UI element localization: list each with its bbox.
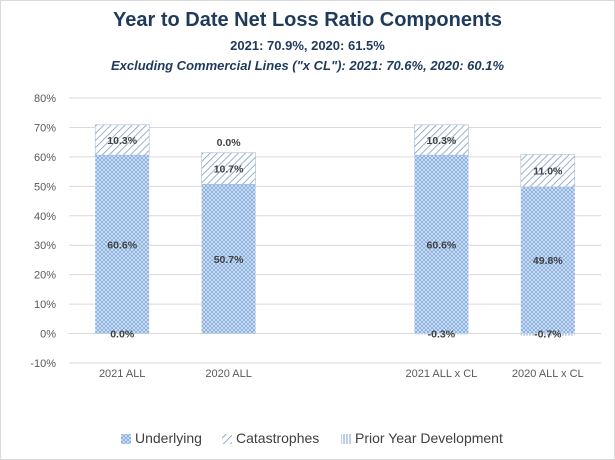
catastrophes-data-label: 11.0% — [533, 166, 563, 178]
legend-swatch-prior-year-development — [341, 434, 351, 444]
legend-label: Underlying — [135, 430, 202, 446]
y-tick-label: 40% — [34, 211, 56, 223]
y-tick-label: 20% — [34, 270, 56, 282]
x-tick-label: 2021 ALL — [99, 368, 146, 380]
catastrophes-bar — [201, 152, 256, 185]
prior-year-development-data-label: 0.0% — [217, 137, 242, 149]
x-tick-label: 2020 ALL x CL — [512, 368, 584, 380]
prior-year-development-bar — [414, 333, 469, 335]
x-tick-label: 2020 ALL — [205, 368, 252, 380]
underlying-bar — [520, 186, 575, 334]
x-tick-label: 2021 ALL x CL — [406, 368, 478, 380]
catastrophes-data-label: 10.3% — [107, 135, 137, 147]
legend-swatch-underlying — [121, 434, 131, 444]
chart-subtitle-excluding-cl: Excluding Commercial Lines ("x CL"): 202… — [110, 58, 505, 73]
chart-title: Year to Date Net Loss Ratio Components — [113, 9, 502, 31]
prior-year-development-data-label: -0.7% — [534, 329, 562, 341]
underlying-bar — [95, 155, 150, 334]
legend-swatch-catastrophes — [222, 434, 232, 444]
catastrophes-bar — [520, 154, 576, 188]
catastrophes-data-label: 10.7% — [214, 164, 244, 176]
y-tick-label: 50% — [34, 181, 56, 193]
catastrophes-data-label: 10.3% — [427, 135, 457, 147]
y-tick-label: 30% — [34, 240, 56, 252]
prior-year-development-data-label: -0.3% — [428, 329, 456, 341]
y-tick-label: 80% — [34, 93, 56, 105]
y-tick-label: 0% — [40, 329, 56, 341]
underlying-data-label: 60.6% — [427, 239, 457, 251]
y-tick-label: 60% — [34, 152, 56, 164]
underlying-data-label: 49.8% — [533, 255, 563, 267]
catastrophes-bar — [414, 124, 469, 156]
y-tick-label: -10% — [30, 358, 56, 370]
legend-label: Prior Year Development — [355, 430, 503, 446]
underlying-bar — [414, 155, 469, 334]
prior-year-development-data-label: 0.0% — [110, 329, 135, 341]
underlying-data-label: 50.7% — [214, 254, 244, 266]
legend-label: Catastrophes — [236, 430, 319, 446]
y-tick-label: 70% — [34, 122, 56, 134]
prior-year-development-bar — [520, 333, 575, 336]
y-tick-label: 10% — [34, 299, 56, 311]
underlying-bar — [201, 184, 256, 334]
chart-subtitle: 2021: 70.9%, 2020: 61.5% — [230, 38, 385, 53]
underlying-data-label: 60.6% — [107, 239, 137, 251]
catastrophes-bar — [94, 124, 150, 156]
